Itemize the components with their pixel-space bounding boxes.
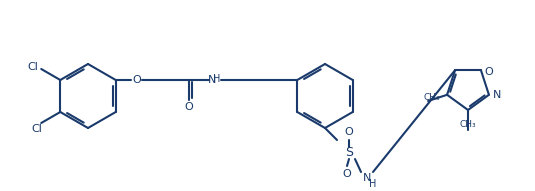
Text: O: O [345,127,354,137]
Text: O: O [185,102,193,112]
Text: O: O [342,169,351,179]
Text: O: O [132,75,141,85]
Text: H: H [369,179,377,189]
Text: Cl: Cl [28,62,39,72]
Text: S: S [345,146,353,159]
Text: CH₃: CH₃ [424,93,440,103]
Text: Cl: Cl [32,124,43,134]
Text: N: N [493,90,501,100]
Text: N: N [363,173,371,183]
Text: H: H [213,74,220,84]
Text: N: N [208,75,216,85]
Text: CH₃: CH₃ [460,120,476,129]
Text: O: O [485,67,493,77]
